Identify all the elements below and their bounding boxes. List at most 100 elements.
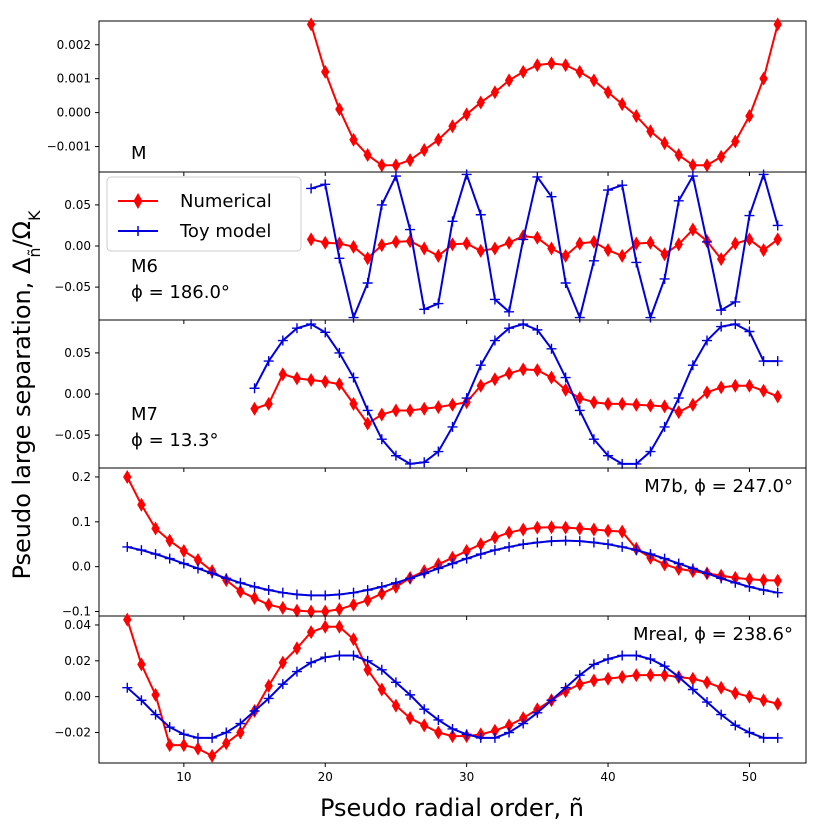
data-point-toy-model [702, 335, 713, 346]
data-point-toy-model [249, 383, 260, 394]
data-point-numerical [448, 237, 457, 252]
panel-3: −0.05 0.00 0.05 M7 ϕ = 13.3° [54, 319, 807, 472]
data-point-numerical [519, 64, 528, 79]
data-point-numerical [731, 686, 740, 701]
data-point-toy-model [617, 650, 628, 661]
data-point-numerical [759, 71, 768, 86]
x-tick-label: 10 [176, 770, 191, 784]
data-point-toy-model [518, 718, 529, 729]
data-point-toy-model [702, 697, 713, 708]
data-point-toy-model [390, 171, 401, 182]
data-point-toy-model [687, 360, 698, 371]
data-point-numerical [306, 17, 316, 32]
data-point-numerical [306, 625, 316, 640]
data-point-numerical [179, 738, 189, 753]
data-point-numerical [137, 497, 146, 512]
y-tick-label: −0.02 [54, 726, 91, 740]
data-point-numerical [533, 363, 542, 378]
data-point-toy-model [447, 558, 458, 569]
data-point-numerical [632, 668, 641, 683]
data-point-toy-model [320, 652, 331, 663]
y-tick-label: −0.05 [54, 280, 91, 294]
data-point-numerical [745, 378, 754, 393]
data-point-toy-model [461, 553, 472, 564]
data-point-toy-model [475, 549, 486, 560]
data-point-toy-model [744, 581, 755, 592]
data-point-toy-model [362, 278, 373, 288]
data-point-numerical [448, 397, 457, 412]
data-point-toy-model [603, 539, 614, 550]
data-point-numerical [688, 671, 698, 686]
data-point-toy-model [150, 709, 161, 720]
data-point-toy-model [277, 335, 288, 346]
data-point-numerical [632, 109, 641, 124]
data-point-toy-model [588, 659, 599, 670]
data-point-toy-model [631, 650, 642, 661]
data-point-toy-model [263, 693, 274, 704]
data-point-numerical [547, 370, 556, 385]
data-point-numerical [589, 522, 599, 537]
data-point-toy-model [716, 321, 727, 332]
data-point-numerical [575, 64, 584, 79]
data-point-toy-model [645, 446, 656, 457]
data-point-toy-model [419, 704, 430, 715]
data-point-toy-model [617, 180, 628, 191]
data-point-numerical [575, 236, 584, 251]
data-point-numerical [773, 696, 782, 711]
data-point-toy-model [433, 298, 444, 309]
data-point-toy-model [376, 664, 387, 675]
data-point-numerical [504, 235, 514, 250]
data-point-toy-model [475, 360, 486, 371]
panel-4: −0.1 0.0 0.1 0.2 M7b, ϕ = 247.0° [62, 467, 807, 620]
data-point-numerical [123, 469, 132, 484]
data-point-toy-model [574, 536, 585, 547]
data-point-numerical [533, 58, 542, 73]
data-point-toy-model [306, 590, 317, 601]
data-point-toy-model [504, 306, 515, 317]
data-point-numerical [335, 102, 344, 117]
data-point-numerical [476, 243, 485, 258]
data-point-numerical [236, 584, 245, 599]
data-point-numerical [745, 232, 754, 247]
y-tick-label: 0.2 [72, 470, 91, 484]
data-point-toy-model [518, 319, 529, 330]
data-point-toy-model [419, 304, 430, 315]
data-point-numerical [420, 401, 429, 416]
data-point-numerical [405, 153, 415, 168]
data-point-numerical [193, 552, 203, 567]
data-point-toy-model [221, 573, 232, 584]
data-point-numerical [561, 248, 570, 263]
legend-numerical-marker [133, 193, 143, 209]
data-point-numerical [264, 396, 273, 411]
data-point-numerical [420, 718, 429, 733]
data-point-toy-model [744, 326, 755, 337]
data-point-toy-model [546, 695, 557, 706]
data-point-toy-model [546, 343, 557, 354]
data-point-numerical [349, 597, 358, 612]
data-point-numerical [773, 232, 782, 247]
series-line-toy-model [310, 173, 779, 319]
data-point-numerical [575, 391, 584, 406]
data-point-toy-model [617, 541, 628, 552]
data-point-toy-model [758, 732, 769, 743]
data-point-numerical [321, 64, 330, 79]
data-point-toy-model [405, 573, 416, 584]
series-line-numerical [254, 368, 779, 425]
data-point-numerical [603, 396, 613, 411]
data-point-toy-model [362, 405, 373, 416]
data-point-toy-model [348, 650, 359, 661]
data-point-numerical [377, 682, 386, 697]
data-point-toy-model [489, 294, 500, 305]
data-point-toy-model [362, 584, 373, 595]
data-point-numerical [405, 403, 415, 418]
legend-box [106, 176, 302, 252]
data-point-numerical [589, 395, 599, 410]
y-tick-label: 0.02 [64, 654, 91, 668]
data-point-toy-model [504, 323, 515, 334]
data-point-numerical [773, 389, 782, 404]
panel-label: M7b, ϕ = 247.0° [644, 476, 793, 497]
data-point-toy-model [659, 553, 670, 564]
data-point-numerical [632, 397, 641, 412]
data-point-toy-model [744, 727, 755, 738]
data-point-numerical [165, 738, 174, 753]
